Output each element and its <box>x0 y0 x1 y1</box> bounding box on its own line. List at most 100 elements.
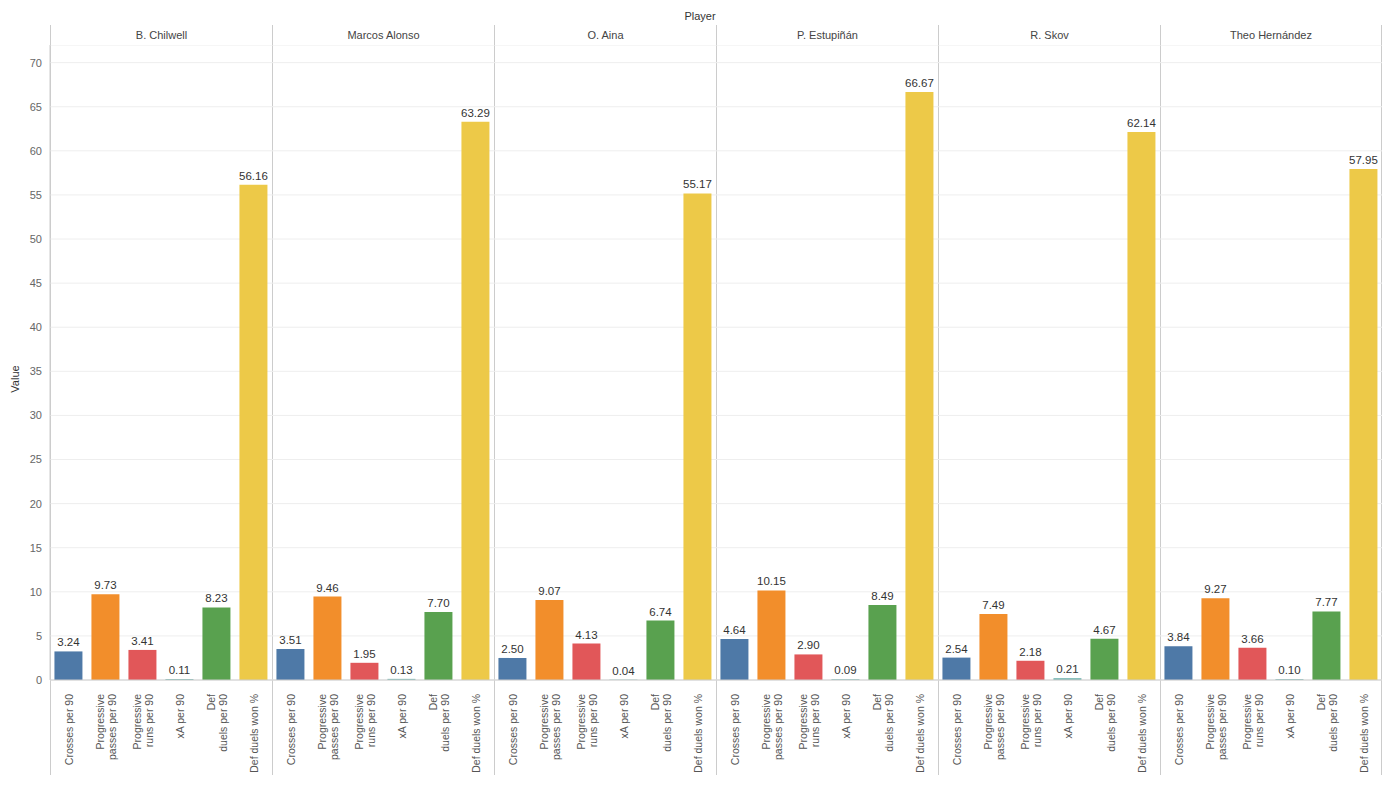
svg-text:30: 30 <box>30 409 42 421</box>
svg-text:duels per 90: duels per 90 <box>1327 694 1339 752</box>
svg-text:4.13: 4.13 <box>575 629 597 641</box>
svg-text:3.84: 3.84 <box>1167 631 1190 643</box>
svg-text:passes per 90: passes per 90 <box>106 694 118 760</box>
svg-text:0.11: 0.11 <box>169 664 191 676</box>
svg-text:xA per 90: xA per 90 <box>840 694 852 739</box>
svg-text:Def: Def <box>1093 694 1105 710</box>
svg-text:passes per 90: passes per 90 <box>550 694 562 760</box>
svg-text:Progressive: Progressive <box>316 694 328 750</box>
svg-text:20: 20 <box>30 498 42 510</box>
svg-text:3.41: 3.41 <box>131 635 153 647</box>
svg-text:2.54: 2.54 <box>945 643 968 655</box>
svg-text:Crosses per 90: Crosses per 90 <box>1173 694 1185 765</box>
svg-text:25: 25 <box>30 453 42 465</box>
svg-text:66.67: 66.67 <box>905 77 934 89</box>
svg-text:0.09: 0.09 <box>834 664 856 676</box>
svg-text:7.49: 7.49 <box>982 599 1004 611</box>
svg-text:9.73: 9.73 <box>94 579 116 591</box>
svg-text:Progressive: Progressive <box>353 694 365 750</box>
svg-text:Progressive: Progressive <box>1019 694 1031 750</box>
svg-text:xA per 90: xA per 90 <box>618 694 630 739</box>
svg-text:Progressive: Progressive <box>797 694 809 750</box>
svg-text:56.16: 56.16 <box>239 170 268 182</box>
svg-text:Progressive: Progressive <box>94 694 106 750</box>
svg-text:duels per 90: duels per 90 <box>883 694 895 752</box>
svg-text:2.90: 2.90 <box>797 639 819 651</box>
svg-text:duels per 90: duels per 90 <box>439 694 451 752</box>
svg-text:15: 15 <box>30 542 42 554</box>
svg-text:4.67: 4.67 <box>1093 624 1115 636</box>
svg-text:0: 0 <box>36 674 42 686</box>
svg-text:60: 60 <box>30 145 42 157</box>
svg-text:Def duels won %: Def duels won % <box>248 694 260 773</box>
svg-text:3.66: 3.66 <box>1241 633 1263 645</box>
svg-text:Def: Def <box>649 694 661 710</box>
svg-text:Crosses per 90: Crosses per 90 <box>63 694 75 765</box>
svg-text:7.70: 7.70 <box>427 597 449 609</box>
svg-text:runs per 90: runs per 90 <box>587 694 599 747</box>
svg-text:0.10: 0.10 <box>1278 664 1300 676</box>
svg-text:10.15: 10.15 <box>757 575 786 587</box>
svg-text:7.77: 7.77 <box>1315 596 1337 608</box>
svg-text:1.95: 1.95 <box>353 648 375 660</box>
svg-text:0.21: 0.21 <box>1056 663 1078 675</box>
svg-text:Progressive: Progressive <box>131 694 143 750</box>
svg-text:50: 50 <box>30 233 42 245</box>
svg-text:Progressive: Progressive <box>982 694 994 750</box>
svg-text:runs per 90: runs per 90 <box>143 694 155 747</box>
svg-text:Def: Def <box>205 694 217 710</box>
svg-text:Progressive: Progressive <box>760 694 772 750</box>
svg-text:35: 35 <box>30 365 42 377</box>
svg-text:55.17: 55.17 <box>683 178 712 190</box>
svg-text:45: 45 <box>30 277 42 289</box>
svg-text:runs per 90: runs per 90 <box>1031 694 1043 747</box>
svg-text:8.49: 8.49 <box>871 590 893 602</box>
svg-text:Progressive: Progressive <box>1241 694 1253 750</box>
svg-text:passes per 90: passes per 90 <box>772 694 784 760</box>
svg-text:63.29: 63.29 <box>461 107 490 119</box>
svg-text:Def: Def <box>871 694 883 710</box>
svg-text:Def duels won %: Def duels won % <box>1136 694 1148 773</box>
svg-text:Progressive: Progressive <box>1204 694 1216 750</box>
svg-text:duels per 90: duels per 90 <box>661 694 673 752</box>
svg-text:Def: Def <box>1315 694 1327 710</box>
svg-text:65: 65 <box>30 101 42 113</box>
svg-text:passes per 90: passes per 90 <box>1216 694 1228 760</box>
svg-text:runs per 90: runs per 90 <box>809 694 821 747</box>
svg-text:2.18: 2.18 <box>1019 646 1041 658</box>
svg-text:9.46: 9.46 <box>316 582 338 594</box>
svg-text:duels per 90: duels per 90 <box>217 694 229 752</box>
svg-text:Crosses per 90: Crosses per 90 <box>285 694 297 765</box>
svg-text:3.24: 3.24 <box>57 636 80 648</box>
svg-text:62.14: 62.14 <box>1127 117 1156 129</box>
svg-text:55: 55 <box>30 189 42 201</box>
svg-text:2.50: 2.50 <box>501 643 523 655</box>
svg-text:passes per 90: passes per 90 <box>994 694 1006 760</box>
svg-text:Def duels won %: Def duels won % <box>692 694 704 773</box>
svg-text:3.51: 3.51 <box>279 634 301 646</box>
svg-text:9.07: 9.07 <box>538 585 560 597</box>
svg-text:6.74: 6.74 <box>649 606 672 618</box>
svg-text:4.64: 4.64 <box>723 624 746 636</box>
svg-text:Crosses per 90: Crosses per 90 <box>507 694 519 765</box>
svg-text:passes per 90: passes per 90 <box>328 694 340 760</box>
svg-text:Progressive: Progressive <box>575 694 587 750</box>
svg-text:5: 5 <box>36 630 42 642</box>
svg-text:0.04: 0.04 <box>612 665 635 677</box>
svg-text:10: 10 <box>30 586 42 598</box>
svg-text:Crosses per 90: Crosses per 90 <box>951 694 963 765</box>
svg-text:40: 40 <box>30 321 42 333</box>
svg-text:0.13: 0.13 <box>390 664 412 676</box>
svg-text:Def duels won %: Def duels won % <box>470 694 482 773</box>
svg-text:runs per 90: runs per 90 <box>365 694 377 747</box>
svg-text:Def duels won %: Def duels won % <box>914 694 926 773</box>
svg-text:xA per 90: xA per 90 <box>396 694 408 739</box>
svg-text:xA per 90: xA per 90 <box>174 694 186 739</box>
svg-text:57.95: 57.95 <box>1349 154 1378 166</box>
svg-text:Progressive: Progressive <box>538 694 550 750</box>
svg-text:9.27: 9.27 <box>1204 583 1226 595</box>
svg-text:8.23: 8.23 <box>205 592 227 604</box>
svg-text:duels per 90: duels per 90 <box>1105 694 1117 752</box>
svg-text:70: 70 <box>30 57 42 69</box>
svg-text:xA per 90: xA per 90 <box>1284 694 1296 739</box>
